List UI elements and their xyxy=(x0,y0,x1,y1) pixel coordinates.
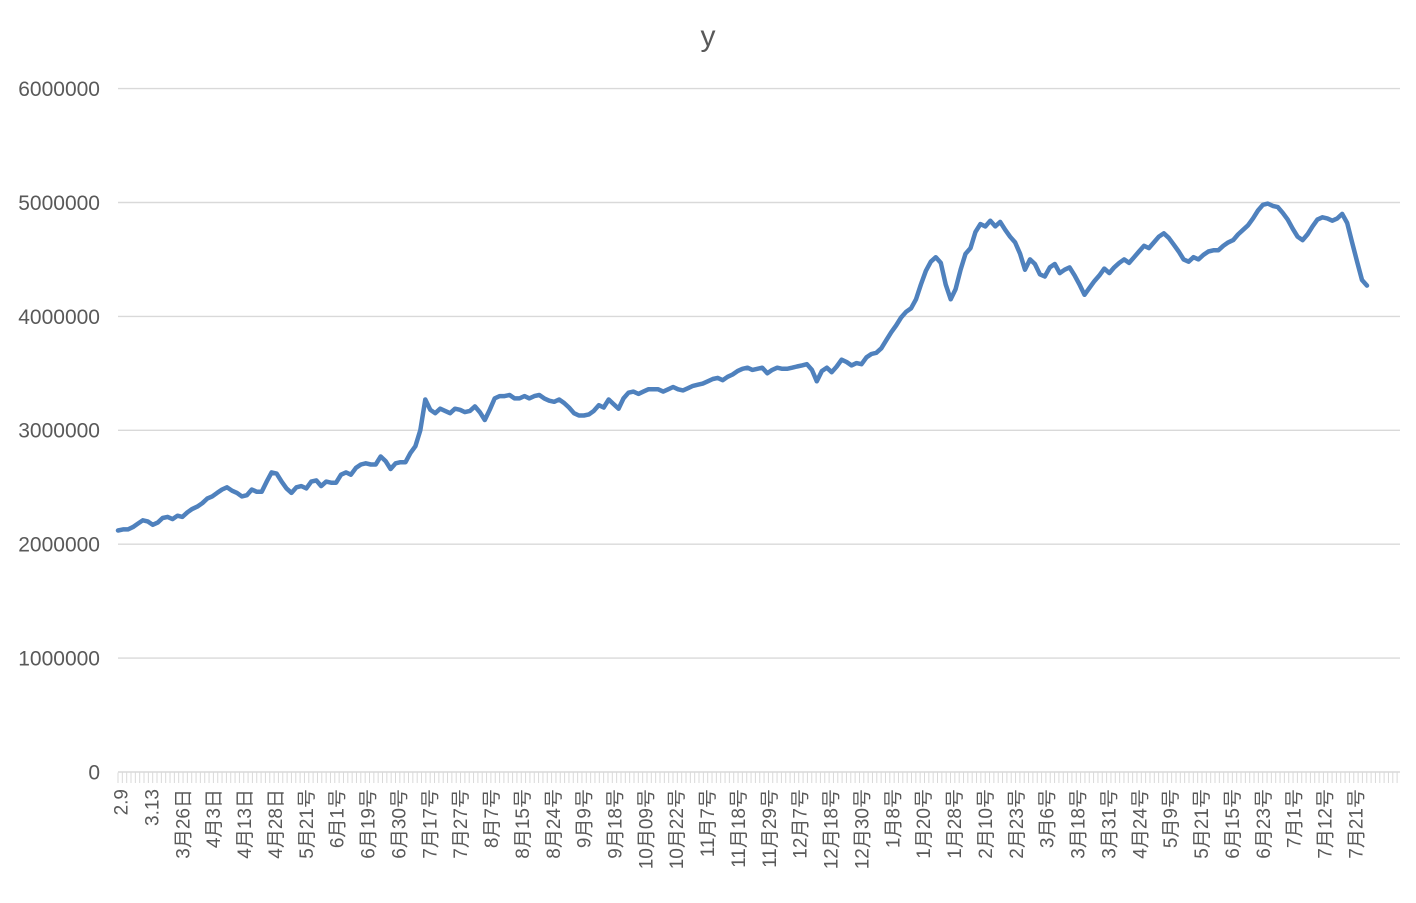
x-axis-label: 3月6号 xyxy=(1038,789,1059,848)
y-axis-label: 6000000 xyxy=(18,78,100,101)
x-axis-label: 4月3日 xyxy=(204,789,225,848)
x-axis-label: 7月1号 xyxy=(1285,789,1306,848)
x-axis-label: 3月18号 xyxy=(1069,789,1090,859)
x-axis-label: 11月18号 xyxy=(729,789,750,868)
x-axis-label: 3月26日 xyxy=(173,789,194,859)
x-axis-label: 4月13日 xyxy=(235,789,256,859)
x-axis-label: 6月30号 xyxy=(389,789,410,859)
x-axis-label: 3月31号 xyxy=(1099,789,1120,859)
x-axis-label: 6月15号 xyxy=(1223,789,1244,859)
x-axis-label: 2.9 xyxy=(112,789,133,815)
x-axis-label: 10月22号 xyxy=(667,789,688,869)
x-axis-label: 6月19号 xyxy=(359,789,380,859)
x-axis-label: 12月30号 xyxy=(852,789,873,869)
chart-title: y xyxy=(700,20,716,53)
x-axis-label: 2月10号 xyxy=(976,789,997,859)
x-axis-label: 4月28日 xyxy=(266,789,287,859)
x-axis-label: 7月12号 xyxy=(1316,789,1337,859)
y-axis-label: 3000000 xyxy=(18,420,100,443)
x-axis-label: 7月17号 xyxy=(420,789,441,859)
x-axis-label: 5月9号 xyxy=(1161,789,1182,848)
x-axis-label: 11月7号 xyxy=(698,789,719,857)
x-axis-label: 4月24号 xyxy=(1130,789,1151,859)
x-axis-label: 6月23号 xyxy=(1254,789,1275,859)
data-series-line xyxy=(115,201,1370,533)
x-axis-label: 1月8号 xyxy=(883,789,904,848)
x-axis-label: 9月18号 xyxy=(606,789,627,859)
x-axis-label: 7月27号 xyxy=(451,789,472,859)
x-axis-label: 5月21号 xyxy=(297,789,318,859)
x-axis-label: 8月24号 xyxy=(544,789,565,859)
x-axis-label: 11月29号 xyxy=(760,789,781,868)
x-axis-label: 1月20号 xyxy=(914,789,935,859)
y-axis-label: 1000000 xyxy=(18,647,100,670)
x-axis-label: 5月21号 xyxy=(1192,789,1213,859)
y-axis-label: 5000000 xyxy=(18,192,100,215)
x-axis-label: 8月15号 xyxy=(513,789,534,859)
x-axis-label: 6月1号 xyxy=(328,789,349,848)
y-axis-label: 2000000 xyxy=(18,534,100,557)
x-axis-label: 7月21号 xyxy=(1346,789,1367,859)
x-axis-label: 8月7号 xyxy=(482,789,503,848)
x-axis-label: 10月09号 xyxy=(636,789,657,869)
y-axis-label: 0 xyxy=(88,761,100,784)
x-axis-label: 3.13 xyxy=(142,789,163,826)
x-axis-label: 2月23号 xyxy=(1007,789,1028,859)
x-axis-label: 12月18号 xyxy=(822,789,843,869)
x-axis-label: 1月28号 xyxy=(945,789,966,859)
y-axis-label: 4000000 xyxy=(18,306,100,329)
x-axis-label: 9月9号 xyxy=(575,789,596,848)
x-axis-label: 12月7号 xyxy=(791,789,812,859)
